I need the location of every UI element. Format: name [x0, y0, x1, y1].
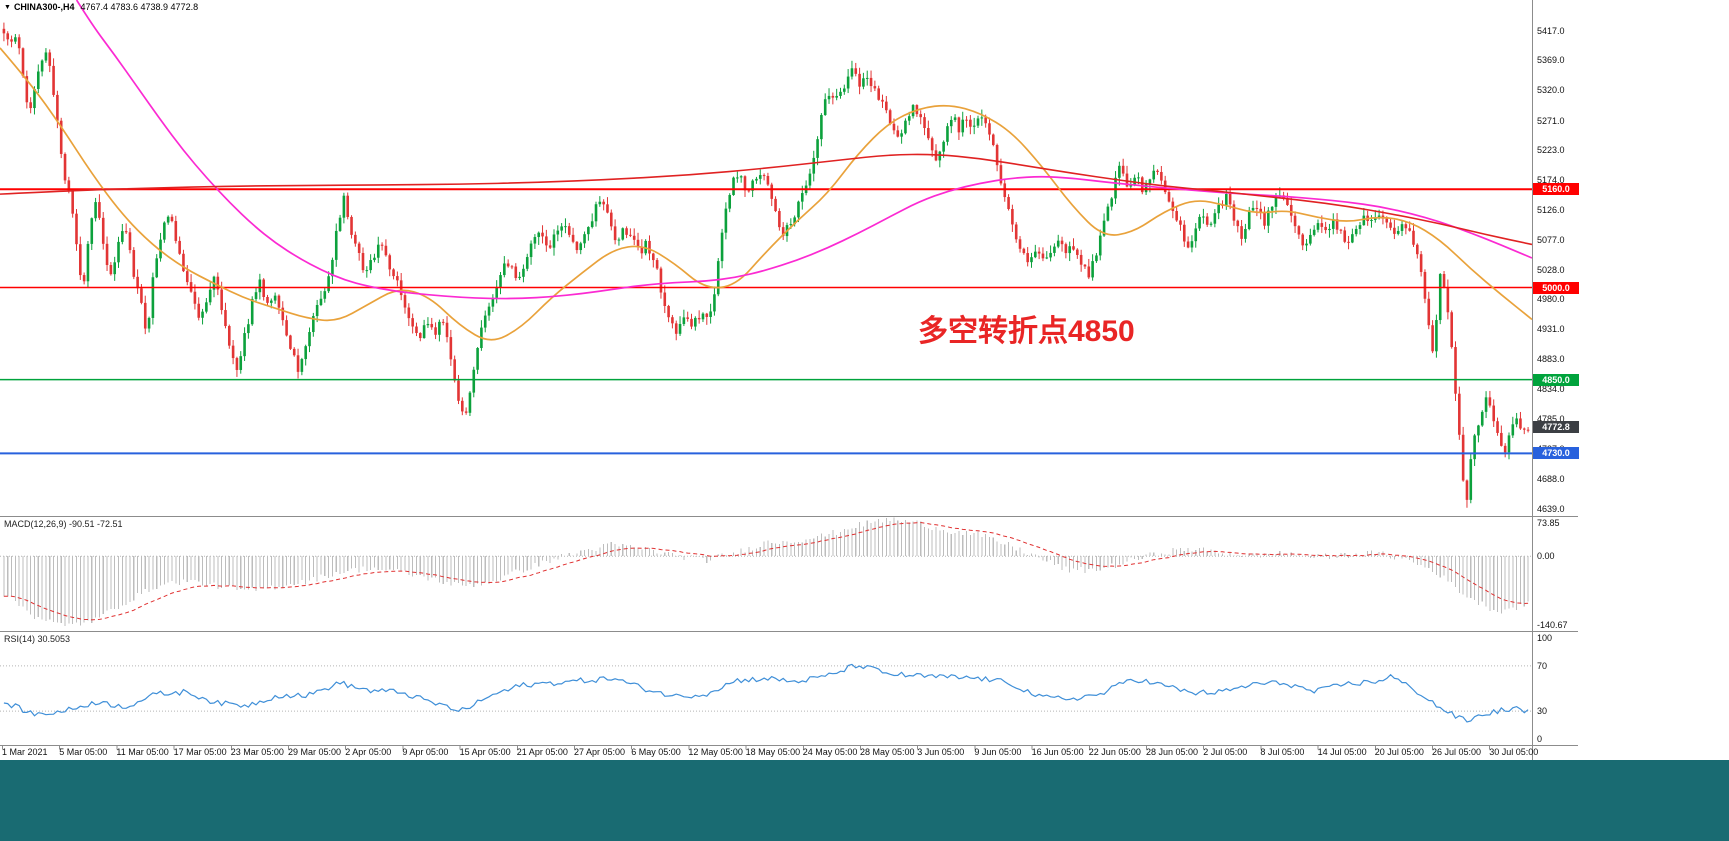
rsi-header-label: RSI(14) 30.5053 — [4, 634, 71, 644]
panel-separators — [0, 0, 1578, 760]
macd-header-label: MACD(12,26,9) -90.51 -72.51 — [4, 519, 123, 529]
chart-title-bar: ▼ CHINA300-,H4 4767.4 4783.6 4738.9 4772.8 — [4, 2, 198, 12]
bottom-bar — [0, 760, 1729, 841]
ohlc-readout: 4767.4 4783.6 4738.9 4772.8 — [80, 2, 199, 12]
ma-mid-line[interactable] — [75, 0, 1532, 300]
macd-panel[interactable] — [0, 517, 1532, 626]
ma-slow-line[interactable] — [0, 153, 1532, 246]
annotation-text[interactable]: 多空转折点4850 — [918, 315, 1135, 348]
symbol-dropdown-icon[interactable]: ▼ — [4, 4, 11, 11]
rsi-line — [3, 663, 1529, 723]
candles-layer — [2, 22, 1530, 508]
time-scale-ticks — [2, 745, 1491, 750]
main-price-panel[interactable] — [0, 0, 1532, 508]
rsi-panel[interactable] — [0, 663, 1532, 723]
symbol-timeframe-label: CHINA300-,H4 — [13, 2, 75, 12]
ma-fast-line[interactable] — [0, 47, 1532, 341]
macd-signal-line — [3, 521, 1529, 621]
macd-histogram — [3, 517, 1529, 626]
